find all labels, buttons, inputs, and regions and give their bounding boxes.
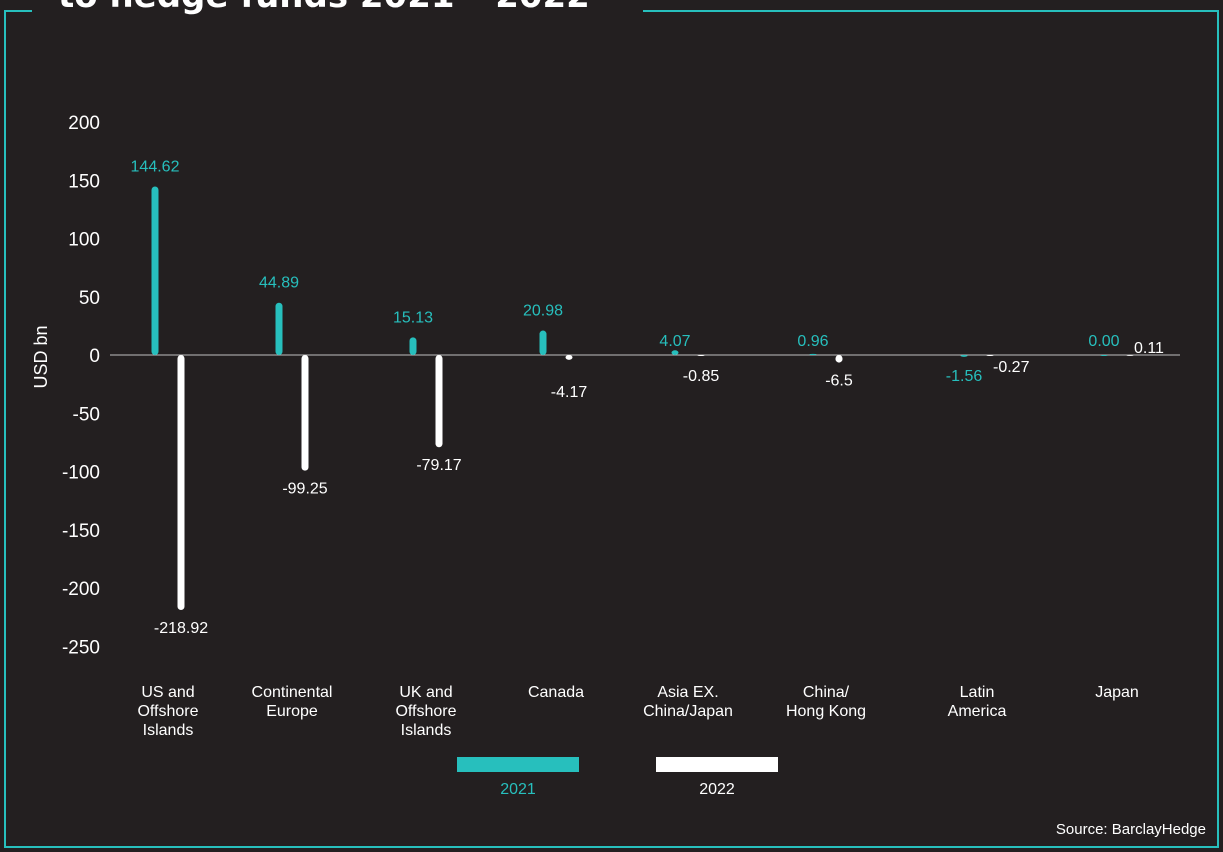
bar-2021-2 <box>409 337 417 355</box>
bar-2021-4 <box>671 350 679 355</box>
y-tick-label: 150 <box>68 171 100 192</box>
data-label-2022-4: -0.85 <box>683 368 720 385</box>
data-label-2021-0: 144.62 <box>131 159 180 176</box>
data-labels: 144.62 44.89 15.13 20.98 4.07 0.96 -1.56 0.00 -2… <box>131 159 1165 638</box>
data-label-2022-2: -79.17 <box>416 457 461 474</box>
data-label-2021-3: 20.98 <box>523 303 563 320</box>
data-label-2021-5: 0.96 <box>797 333 828 350</box>
legend-swatch-2021 <box>457 757 579 772</box>
data-label-2021-1: 44.89 <box>259 275 299 292</box>
category-labels: US and Offshore Islands Continental Europe UK… <box>137 684 1138 739</box>
category-label-5: China/Hong Kong <box>786 684 866 720</box>
legend-label-2021: 2021 <box>500 781 536 798</box>
data-label-2021-4: 4.07 <box>659 333 690 350</box>
data-label-2022-3: -4.17 <box>551 384 588 401</box>
y-tick-label: -150 <box>62 521 100 542</box>
legend-label-2022: 2022 <box>699 781 735 798</box>
bar-2021-1 <box>275 302 283 355</box>
legend-swatch-2022 <box>656 757 778 772</box>
bar-2022-7 <box>1126 354 1134 356</box>
bar-2021-7 <box>1100 355 1108 356</box>
bar-2021-5 <box>809 353 817 355</box>
data-label-2022-0: -218.92 <box>154 620 208 637</box>
y-tick-label: -200 <box>62 579 100 600</box>
data-label-2022-5: -6.5 <box>825 373 853 390</box>
bars <box>151 186 1134 611</box>
bar-2022-5 <box>835 355 843 363</box>
data-label-2022-1: -99.25 <box>282 481 327 498</box>
source-note: Source: BarclayHedge <box>1055 821 1206 838</box>
y-tick-label: -50 <box>73 404 100 425</box>
y-tick-label: 50 <box>79 288 100 309</box>
y-tick-label: 200 <box>68 113 100 134</box>
category-label-1: Continental Europe <box>252 684 333 720</box>
chart-title: to hedge funds 2021 – 2022 <box>50 0 598 16</box>
data-label-2021-2: 15.13 <box>393 309 433 326</box>
frame-border <box>4 10 1219 848</box>
category-label-2: UK and Offshore Islands <box>395 684 456 739</box>
data-label-2022-7: 0.11 <box>1134 340 1164 357</box>
bar-2022-4 <box>697 355 705 356</box>
bar-2022-0 <box>177 355 185 611</box>
y-tick-label: -100 <box>62 463 100 484</box>
bar-2022-6 <box>986 355 994 356</box>
bar-2021-0 <box>151 186 159 355</box>
bar-2022-3 <box>565 355 573 360</box>
bar-2021-6 <box>960 355 968 357</box>
category-label-3: Canada <box>528 684 584 701</box>
y-tick-label: 0 <box>89 346 100 367</box>
bar-2021-3 <box>539 330 547 355</box>
y-tick-label: -250 <box>62 637 100 658</box>
category-label-0: US and Offshore Islands <box>137 684 198 739</box>
y-axis-label: USD bn <box>31 325 51 388</box>
y-axis: 200 150 100 50 0 -50 -100 -150 -200 -250 USD bn <box>31 113 1180 658</box>
bar-2022-1 <box>301 355 309 471</box>
category-label-6: Latin America <box>948 684 1007 720</box>
y-tick-label: 100 <box>68 230 100 251</box>
bar-2022-2 <box>435 355 443 448</box>
data-label-2021-6: -1.56 <box>946 368 983 385</box>
category-label-4: Asia EX. China/Japan <box>643 684 733 720</box>
category-label-7: Japan <box>1095 684 1139 701</box>
data-label-2022-6: -0.27 <box>993 359 1030 376</box>
data-label-2021-7: 0.00 <box>1088 333 1119 350</box>
